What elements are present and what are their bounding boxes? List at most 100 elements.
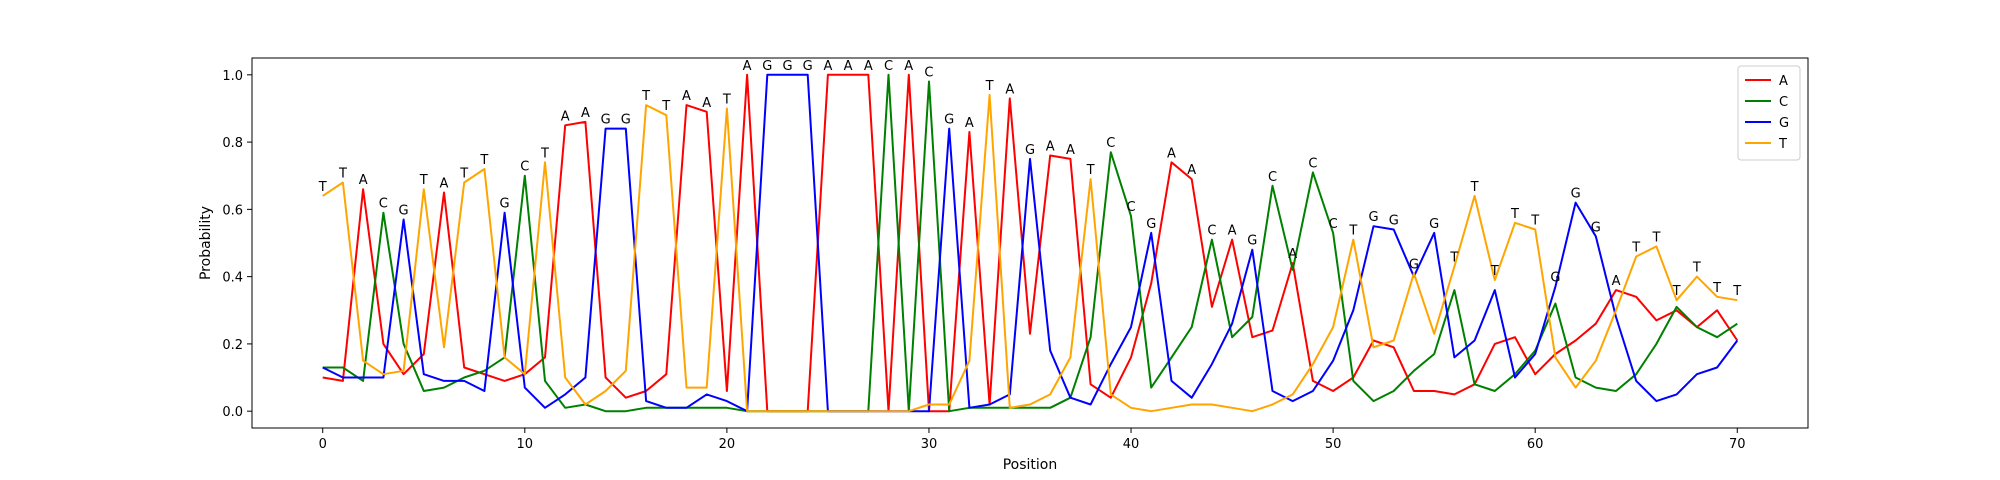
y-axis: 0.0 0.2 0.4 0.6 0.8 1.0	[222, 69, 252, 420]
peak-label: A	[844, 59, 853, 74]
series-layer	[322, 73, 1739, 413]
peak-label: A	[965, 116, 974, 131]
peak-label: T	[985, 79, 994, 94]
peak-label: C	[379, 197, 388, 212]
peak-label: T	[661, 99, 670, 114]
peak-label: C	[924, 66, 933, 81]
peak-label: A	[561, 109, 570, 124]
peak-label: C	[1106, 136, 1115, 151]
peak-label: T	[540, 146, 549, 161]
peak-label: A	[1228, 224, 1237, 239]
x-tick-label: 40	[1123, 437, 1140, 452]
peak-label: C	[1207, 224, 1216, 239]
peak-label: A	[1066, 143, 1075, 158]
series-line-t	[322, 94, 1738, 413]
peak-label: T	[722, 92, 731, 107]
peak-label: G	[1550, 271, 1560, 286]
plot-frame	[251, 57, 1809, 429]
y-axis-label: Probability	[198, 206, 214, 280]
peak-label: T	[1510, 207, 1519, 222]
peak-label: T	[1449, 251, 1458, 266]
peak-label: A	[864, 59, 873, 74]
peak-label: A	[1046, 140, 1055, 155]
x-tick-label: 30	[921, 437, 938, 452]
peak-label: T	[1470, 180, 1479, 195]
peak-label: G	[762, 59, 772, 74]
y-tick-label: 0.8	[222, 136, 243, 151]
peak-label: T	[459, 166, 468, 181]
x-tick-label: 10	[517, 437, 534, 452]
peak-label: G	[944, 113, 954, 128]
peak-label: T	[479, 153, 488, 168]
peak-label: A	[1167, 146, 1176, 161]
y-tick-label: 0.6	[222, 203, 243, 218]
peak-label: C	[1268, 170, 1277, 185]
peak-label: G	[1429, 217, 1439, 232]
x-axis-label: Position	[1003, 457, 1058, 473]
peak-label: A	[440, 177, 449, 192]
legend-box	[1737, 65, 1801, 161]
y-tick-label: 0.2	[222, 338, 243, 353]
peak-label: G	[601, 113, 611, 128]
peak-label: C	[1329, 217, 1338, 232]
peak-label: C	[520, 160, 529, 175]
peak-label: T	[1086, 163, 1095, 178]
peak-label: T	[1348, 224, 1357, 239]
peak-label: G	[1247, 234, 1257, 249]
y-tick-label: 1.0	[222, 69, 243, 84]
peak-label: G	[803, 59, 813, 74]
peak-label: T	[318, 180, 327, 195]
peak-label: A	[1288, 247, 1297, 262]
peak-label: A	[904, 59, 913, 74]
peak-label: T	[338, 166, 347, 181]
legend-label-t: T	[1778, 137, 1787, 152]
peak-label: G	[1409, 257, 1419, 272]
x-tick-label: 0	[319, 437, 327, 452]
peak-label: T	[1631, 240, 1640, 255]
x-axis: 0 10 20 30 40 50 60 70	[319, 428, 1746, 452]
peak-label: C	[884, 59, 893, 74]
peak-label: C	[1126, 200, 1135, 215]
peak-label: A	[359, 173, 368, 188]
peak-label: G	[782, 59, 792, 74]
y-tick-label: 0.4	[222, 271, 243, 286]
peak-label: A	[743, 59, 752, 74]
peak-label: G	[1368, 210, 1378, 225]
peak-label: T	[1530, 214, 1539, 229]
peak-label: G	[500, 197, 510, 212]
legend-label-c: C	[1779, 95, 1788, 110]
peak-label: G	[621, 113, 631, 128]
peak-label: G	[1025, 143, 1035, 158]
peak-label: A	[823, 59, 832, 74]
peak-label: A	[682, 89, 691, 104]
peak-label: T	[1490, 264, 1499, 279]
x-tick-label: 20	[719, 437, 736, 452]
y-tick-label: 0.0	[222, 405, 243, 420]
series-line-a	[322, 73, 1739, 413]
peak-label: T	[1672, 284, 1681, 299]
peak-label: T	[1732, 284, 1741, 299]
peak-label: T	[1712, 281, 1721, 296]
legend-label-a: A	[1779, 74, 1788, 89]
peak-label: T	[419, 173, 428, 188]
peak-label: C	[1308, 156, 1317, 171]
peak-label: G	[1146, 217, 1156, 232]
peak-label: A	[1005, 82, 1014, 97]
series-line-g	[322, 73, 1739, 413]
peak-label: G	[1591, 220, 1601, 235]
peak-label: A	[1612, 274, 1621, 289]
peak-label: G	[1571, 187, 1581, 202]
peak-label: A	[702, 96, 711, 111]
x-tick-label: 50	[1325, 437, 1342, 452]
peak-label: T	[641, 89, 650, 104]
peak-label: A	[1187, 163, 1196, 178]
peak-label: G	[399, 203, 409, 218]
legend-label-g: G	[1779, 116, 1789, 131]
x-tick-label: 70	[1729, 437, 1746, 452]
peak-label: G	[1389, 214, 1399, 229]
peak-label: T	[1692, 261, 1701, 276]
peak-label: A	[581, 106, 590, 121]
